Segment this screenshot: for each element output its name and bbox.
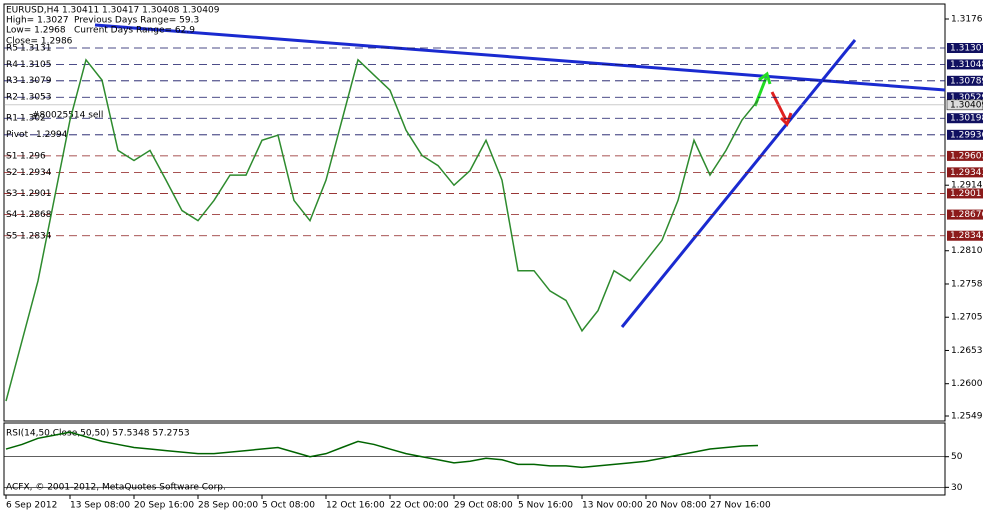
pivot-value: 1.2834 — [20, 231, 52, 241]
price-box-label: 1.30198 — [950, 114, 983, 124]
price-panel — [3, 3, 946, 422]
y-tick-label: 1.31765 — [951, 15, 983, 25]
price-box-label: 1.31048 — [950, 60, 983, 70]
pivot-name: S5 — [6, 231, 17, 241]
price-box: 1.28676 — [947, 209, 983, 220]
pivot-value: 1.3105 — [20, 60, 52, 70]
current-price-label: 1.30409 — [950, 100, 983, 110]
x-tick-label: 20 Sep 16:00 — [134, 501, 194, 511]
x-tick-label: 5 Nov 16:00 — [518, 501, 573, 511]
price-box-label: 1.29936 — [950, 130, 983, 140]
pivot-name: R1 — [6, 114, 18, 124]
y-tick-label: 1.25495 — [951, 411, 983, 421]
price-box: 1.31048 — [947, 59, 983, 70]
price-box-bg — [947, 167, 983, 178]
price-box-bg — [947, 188, 983, 199]
price-box-bg — [947, 92, 983, 103]
y-tick-label: 1.29140 — [951, 181, 983, 191]
series-line — [5, 58, 759, 402]
pivot-name: R3 — [6, 76, 18, 86]
price-box-label: 1.29603 — [950, 151, 983, 161]
current-price-bg — [946, 99, 983, 111]
pivot-value: 1.302 — [20, 114, 46, 124]
y-tick-label: 1.28105 — [951, 246, 983, 256]
pivot-value: 1.2994 — [36, 130, 68, 140]
pivot-value: 1.3053 — [20, 93, 52, 103]
y-tick-label: 50 — [951, 452, 963, 462]
pivot-name: S1 — [6, 152, 17, 162]
info-text: Low= 1.2968 — [6, 26, 66, 36]
price-box: 1.28342 — [947, 230, 983, 241]
price-box-bg — [947, 43, 983, 54]
price-box: 1.29343 — [947, 167, 983, 178]
price-box: 1.29603 — [947, 150, 983, 161]
price-box-bg — [947, 129, 983, 140]
price-box-label: 1.30789 — [950, 76, 983, 86]
y-tick-label: 1.26530 — [951, 346, 983, 356]
x-tick-label: 22 Oct 00:00 — [390, 501, 449, 511]
pivot-name: S2 — [6, 168, 17, 178]
y-tick-label: 1.27580 — [951, 279, 983, 289]
x-tick-label: 13 Sep 08:00 — [70, 501, 130, 511]
pivot-value: 1.2868 — [20, 210, 52, 220]
pivot-name: R4 — [6, 60, 18, 70]
price-box-label: 1.2901 — [950, 189, 982, 199]
info-text: #80025514 sell — [32, 111, 103, 121]
x-tick-label: 29 Oct 08:00 — [454, 501, 513, 511]
arrow — [770, 91, 788, 121]
x-tick-label: 27 Nov 16:00 — [710, 501, 771, 511]
x-tick-label: 5 Oct 08:00 — [262, 501, 315, 511]
price-box-label: 1.28676 — [950, 210, 983, 220]
info-text: Close= 1.2986 — [6, 37, 73, 47]
pivot-value: 1.3131 — [20, 43, 52, 53]
x-tick-label: 6 Sep 2012 — [6, 501, 57, 511]
pivot-name: Pivot — [6, 130, 29, 140]
price-box: 1.31307 — [947, 43, 983, 54]
info-text: Previous Days Range= 59.3 — [74, 16, 199, 26]
rsi-title: RSI(14,50,Close,50,50) 57.5348 57.2753 — [6, 429, 190, 439]
price-box-bg — [947, 209, 983, 220]
price-box-label: 1.30529 — [950, 93, 983, 103]
price-box-label: 1.31307 — [950, 44, 983, 54]
price-box-bg — [947, 59, 983, 70]
rsi-panel — [3, 422, 946, 496]
x-tick-label: 13 Nov 00:00 — [582, 501, 643, 511]
price-box: 1.2901 — [947, 188, 983, 199]
y-tick-label: 1.26005 — [951, 379, 983, 389]
series-line — [5, 431, 759, 469]
trendline — [94, 23, 946, 92]
arrow-head — [779, 112, 793, 127]
price-box-bg — [947, 113, 983, 124]
price-box: 1.30198 — [947, 113, 983, 124]
pivot-value: 1.2934 — [20, 168, 52, 178]
x-tick-label: 12 Oct 16:00 — [326, 501, 385, 511]
info-text: EURUSD,H4 1.30411 1.30417 1.30408 1.3040… — [6, 6, 220, 16]
info-text: Current Days Range= 62.9 — [74, 26, 195, 36]
trendline — [620, 39, 857, 328]
price-box: 1.30529 — [947, 92, 983, 103]
x-tick-label: 20 Nov 08:00 — [646, 501, 707, 511]
price-box-bg — [947, 230, 983, 241]
price-box: 1.29936 — [947, 129, 983, 140]
pivot-value: 1.296 — [20, 152, 46, 162]
pivot-value: 1.2901 — [20, 189, 52, 199]
x-tick-label: 28 Sep 00:00 — [198, 501, 258, 511]
price-box-label: 1.29343 — [950, 168, 983, 178]
pivot-name: R2 — [6, 93, 18, 103]
pivot-name: S3 — [6, 189, 17, 199]
price-box-bg — [947, 150, 983, 161]
y-tick-label: 30 — [951, 483, 963, 493]
pivot-value: 1.3079 — [20, 76, 52, 86]
pivot-name: S4 — [6, 210, 18, 220]
price-box-label: 1.28342 — [950, 231, 983, 241]
y-tick-label: 1.27055 — [951, 313, 983, 323]
arrow-head — [758, 71, 772, 85]
price-box-bg — [947, 75, 983, 86]
pivot-name: R5 — [6, 43, 18, 53]
info-text: High= 1.3027 — [6, 16, 69, 26]
price-box: 1.30789 — [947, 75, 983, 86]
